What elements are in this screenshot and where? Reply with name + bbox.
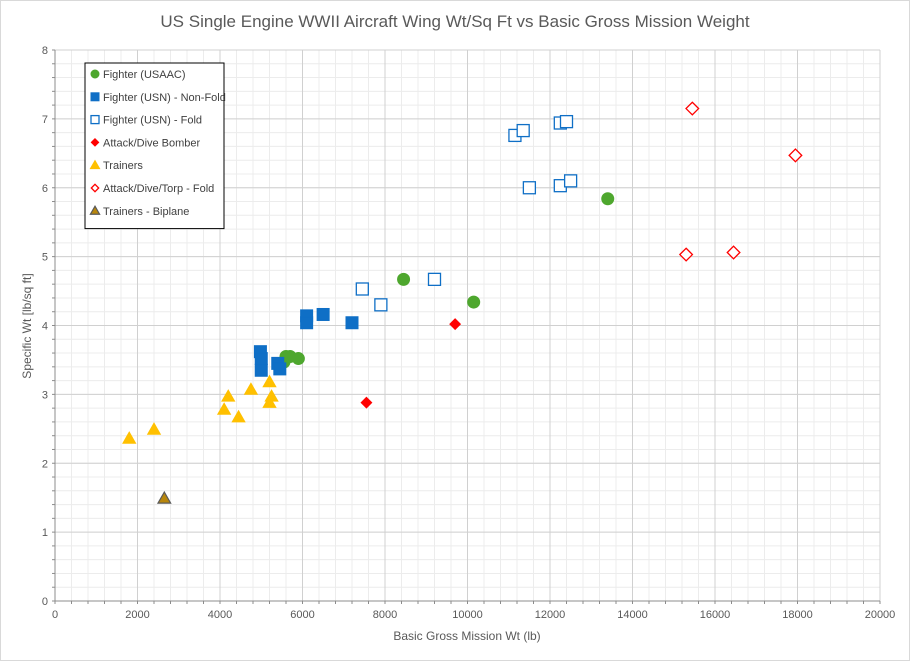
- x-tick-label: 6000: [290, 609, 314, 621]
- x-tick-label: 12000: [535, 609, 566, 621]
- x-tick-label: 4000: [208, 609, 232, 621]
- data-point-series-5: [678, 247, 694, 262]
- data-point-series-4: [146, 422, 162, 435]
- data-point-series-4: [264, 389, 279, 402]
- data-point-series-1: [316, 307, 330, 321]
- data-point-series-5: [788, 148, 803, 163]
- axes: [52, 49, 881, 604]
- y-tick-label: 7: [42, 114, 48, 126]
- legend-marker-series-4: [89, 159, 101, 170]
- x-tick-label: 20000: [865, 609, 896, 621]
- legend-label-series-6: Trainers - Biplane: [103, 206, 189, 218]
- data-point-series-1: [254, 363, 268, 377]
- y-tick-label: 8: [42, 45, 48, 57]
- data-point-series-5: [685, 101, 700, 116]
- x-tick-label: 18000: [782, 609, 813, 621]
- data-points: [122, 101, 803, 504]
- data-point-series-6: [156, 490, 172, 504]
- data-point-series-4: [221, 389, 236, 402]
- legend-marker-series-2: [90, 114, 100, 125]
- data-point-series-2: [374, 298, 388, 312]
- legend-marker-series-5: [90, 183, 100, 193]
- y-tick-label: 1: [42, 527, 48, 539]
- data-point-series-0: [601, 192, 615, 206]
- legend-marker-series-3: [90, 138, 100, 147]
- x-tick-label: 8000: [373, 609, 397, 621]
- legend-marker-series-0: [90, 69, 100, 79]
- data-point-series-5: [726, 245, 741, 260]
- data-point-series-4: [216, 402, 232, 415]
- legend-label-series-1: Fighter (USN) - Non-Fold: [103, 92, 226, 104]
- data-point-series-4: [231, 409, 246, 423]
- y-axis-label: Specific Wt [lb/sq ft]: [20, 273, 34, 378]
- data-point-series-1: [300, 316, 314, 330]
- y-tick-label: 6: [42, 183, 48, 195]
- data-point-series-3: [449, 318, 462, 331]
- data-point-series-2: [522, 181, 537, 195]
- legend: Fighter (USAAC) Fighter (USN) - Non-Fold F…: [84, 62, 226, 230]
- legend-marker-series-1: [90, 92, 100, 102]
- x-tick-label: 10000: [452, 609, 483, 621]
- data-point-series-4: [262, 395, 277, 408]
- legend-box: [84, 62, 225, 230]
- x-tick-label: 2000: [125, 609, 149, 621]
- y-tick-label: 3: [42, 389, 48, 401]
- x-tick-label: 0: [52, 609, 58, 621]
- chart-title: US Single Engine WWII Aircraft Wing Wt/S…: [160, 12, 749, 31]
- x-axis-label: Basic Gross Mission Wt (lb): [393, 629, 540, 643]
- data-point-series-1: [273, 362, 287, 376]
- data-point-series-4: [122, 431, 137, 444]
- y-tick-label: 0: [42, 596, 48, 608]
- legend-marker-series-6: [89, 204, 101, 215]
- y-tick-label: 2: [42, 458, 48, 470]
- legend-label-series-3: Attack/Dive Bomber: [103, 137, 201, 149]
- data-point-series-2: [427, 272, 442, 287]
- data-point-series-2: [559, 114, 574, 129]
- data-point-series-2: [355, 282, 369, 296]
- x-tick-label: 16000: [700, 609, 731, 621]
- legend-label-series-0: Fighter (USAAC): [103, 69, 186, 81]
- data-point-series-0: [397, 272, 411, 286]
- y-tick-label: 5: [42, 252, 48, 264]
- data-point-series-4: [243, 382, 259, 395]
- data-point-series-1: [345, 316, 359, 330]
- legend-label-series-4: Trainers: [103, 160, 143, 172]
- x-tick-label: 14000: [617, 609, 648, 621]
- legend-label-series-2: Fighter (USN) - Fold: [103, 115, 202, 127]
- legend-label-series-5: Attack/Dive/Torp - Fold: [103, 183, 214, 195]
- data-point-series-2: [516, 123, 530, 138]
- data-point-series-1: [254, 352, 268, 366]
- tick-labels: 0 2000 4000 6000 8000 10000 12000 14000 16000 180…: [42, 45, 895, 621]
- data-point-series-0: [467, 295, 481, 309]
- data-point-series-0: [291, 352, 305, 366]
- data-point-series-2: [563, 174, 578, 188]
- y-tick-label: 4: [42, 321, 48, 333]
- data-point-series-4: [262, 374, 277, 388]
- data-point-series-3: [360, 396, 373, 409]
